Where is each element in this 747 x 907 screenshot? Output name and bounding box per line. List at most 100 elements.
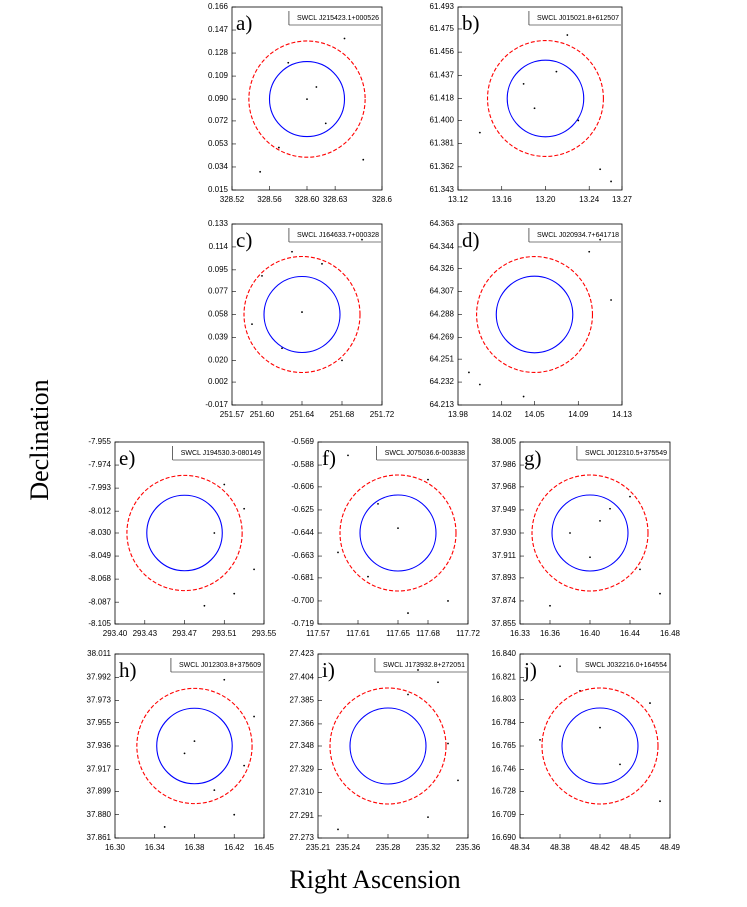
y-tick-label: 0.133 [208, 219, 229, 228]
y-tick-label: 16.784 [492, 718, 517, 727]
x-tick-label: 14.13 [612, 410, 633, 419]
y-tick-label: 37.911 [492, 551, 516, 560]
y-tick-label: -0.606 [291, 482, 314, 491]
y-axis-label: Declination [25, 379, 54, 500]
x-tick-label: 235.28 [376, 843, 401, 852]
point [361, 238, 363, 241]
x-tick-label: 13.24 [579, 195, 600, 204]
y-tick-label: -8.049 [88, 551, 111, 560]
y-tick-label: 61.437 [430, 70, 455, 79]
aperture [339, 474, 457, 592]
y-tick-label: 61.493 [430, 2, 455, 11]
y-tick-label: 64.232 [430, 377, 455, 386]
point [649, 702, 651, 704]
point [163, 826, 166, 828]
point [447, 742, 449, 745]
panel-label: d) [462, 228, 480, 252]
x-tick-label: 117.61 [346, 629, 370, 638]
point [193, 740, 196, 742]
y-tick-label: -0.588 [291, 460, 314, 469]
y-tick-label: 37.880 [87, 810, 112, 819]
point [213, 789, 216, 792]
aperture [506, 59, 585, 138]
aperture [495, 275, 574, 354]
x-tick-label: 117.57 [306, 629, 330, 638]
point [599, 168, 602, 171]
point [407, 693, 409, 696]
x-tick-label: 251.57 [220, 410, 245, 419]
panel-label: g) [524, 446, 542, 470]
y-tick-label: 37.992 [87, 672, 112, 681]
y-tick-label: 0.072 [208, 116, 229, 125]
y-tick-label: 61.400 [430, 116, 455, 125]
x-tick-label: 48.49 [660, 843, 681, 852]
point [427, 478, 429, 481]
point [287, 61, 290, 64]
y-tick-label: 27.348 [290, 741, 315, 750]
point [569, 532, 571, 534]
point [522, 82, 525, 85]
aperture [476, 256, 594, 373]
panel-label: h) [119, 658, 137, 682]
x-tick-label: 16.34 [145, 843, 166, 852]
y-tick-label: 37.968 [492, 482, 517, 491]
y-tick-label: 16.709 [492, 810, 517, 819]
y-tick-label: 64.251 [430, 354, 455, 363]
aperture [126, 474, 243, 592]
y-tick-label: 61.381 [430, 139, 455, 148]
point [566, 34, 569, 36]
y-tick-label: 37.874 [492, 596, 517, 605]
x-tick-label: 16.38 [184, 843, 205, 852]
x-tick-label: 235.36 [456, 843, 481, 852]
panel-title: SWCL J020934.7+641718 [537, 232, 619, 239]
aperture [156, 707, 233, 785]
point [233, 592, 236, 595]
y-tick-label: -0.644 [291, 528, 314, 537]
x-tick-label: 16.44 [620, 629, 641, 638]
y-tick-label: 0.058 [208, 310, 229, 319]
x-tick-label: 16.33 [510, 629, 531, 638]
y-tick-label: 61.362 [430, 162, 455, 171]
point [457, 779, 459, 782]
point [522, 395, 525, 398]
x-tick-label: 48.38 [550, 843, 571, 852]
x-tick-label: 16.48 [660, 629, 681, 638]
y-tick-label: 0.128 [208, 48, 229, 57]
x-tick-label: 13.20 [535, 195, 556, 204]
aperture [551, 494, 629, 572]
y-tick-label: 0.053 [208, 139, 229, 148]
point [427, 816, 429, 819]
x-tick-label: 251.68 [330, 410, 355, 419]
y-tick-label: -8.012 [88, 506, 111, 515]
point [337, 828, 339, 831]
aperture [359, 494, 437, 572]
y-tick-label: 37.917 [87, 764, 112, 773]
y-tick-label: 16.840 [492, 649, 517, 658]
y-tick-label: 61.475 [430, 24, 455, 33]
x-tick-label: 328.63 [323, 195, 348, 204]
point [301, 311, 303, 313]
y-tick-label: -0.719 [291, 619, 314, 628]
x-tick-label: 251.64 [290, 410, 315, 419]
panel-title: SWCL J012303.8+375609 [179, 662, 261, 669]
y-tick-label: 37.936 [87, 741, 112, 750]
point [577, 119, 580, 122]
point [559, 665, 561, 668]
y-tick-label: 37.899 [87, 786, 112, 795]
point [539, 738, 541, 741]
point [261, 274, 263, 277]
x-tick-label: 16.42 [224, 843, 245, 852]
aperture [531, 474, 649, 592]
y-tick-label: 0.109 [208, 71, 229, 80]
x-tick-label: 293.43 [133, 629, 158, 638]
y-tick-label: 0.114 [209, 242, 229, 251]
y-tick-label: 64.213 [430, 400, 455, 409]
panel-label: a) [236, 11, 252, 35]
aperture [263, 275, 341, 354]
x-tick-label: 328.60 [295, 195, 320, 204]
x-tick-label: 48.34 [510, 843, 531, 852]
aperture [248, 40, 366, 158]
x-tick-label: 235.24 [336, 843, 361, 852]
panel-label: i) [322, 658, 335, 682]
